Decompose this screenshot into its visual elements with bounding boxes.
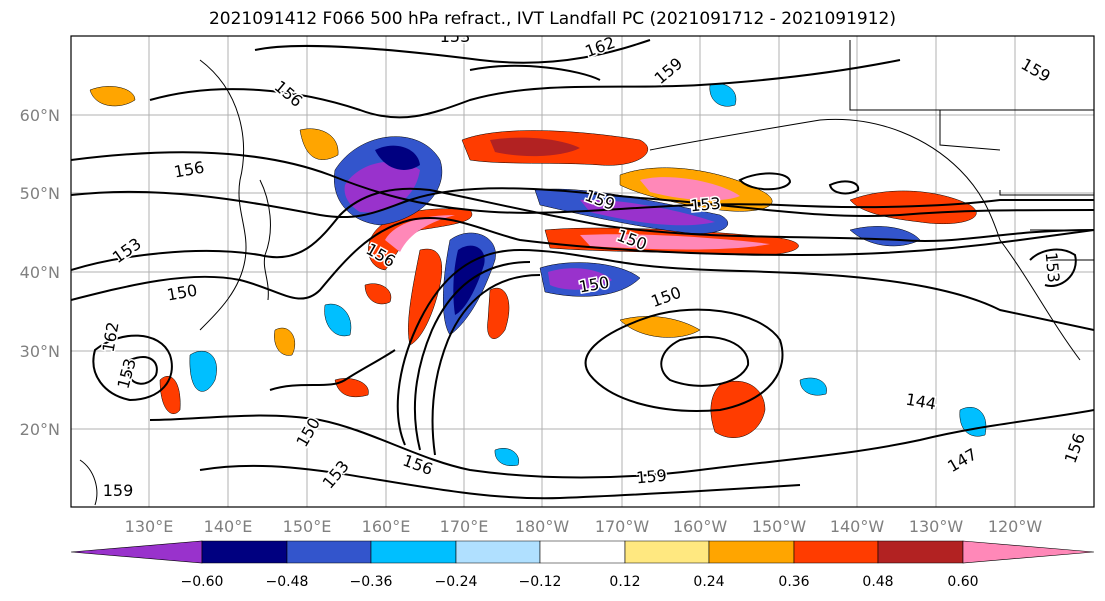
colorbar-cell <box>877 540 964 564</box>
colorbar-cell <box>624 540 710 564</box>
colorbar-cell <box>370 540 457 564</box>
negative-anomaly-core <box>344 161 420 213</box>
lon-label: 140°W <box>830 517 885 536</box>
colorbar: −0.60 −0.48 −0.36 −0.24 −0.12 0.12 0.24 … <box>70 540 1095 590</box>
gridlines <box>71 36 1094 507</box>
contour-label: 153 <box>440 27 471 46</box>
lon-label: 120°W <box>988 517 1043 536</box>
lon-label: 170°W <box>595 517 650 536</box>
colorbar-cells <box>70 540 1095 564</box>
map-frame <box>70 35 1095 508</box>
coastlines <box>79 40 1094 506</box>
negative-anomaly <box>324 303 352 337</box>
positive-anomaly-pink <box>385 215 455 252</box>
lat-label: 40°N <box>20 263 60 282</box>
lon-label: 140°E <box>204 517 253 536</box>
positive-anomaly <box>334 378 369 398</box>
positive-anomaly <box>274 327 296 356</box>
lon-label: 180°W <box>515 517 570 536</box>
colorbar-cell <box>793 540 879 564</box>
colorbar-tick-label: −0.48 <box>266 574 309 590</box>
colorbar-tick-label: 0.24 <box>693 574 724 590</box>
colorbar-tick-label: −0.12 <box>519 574 562 590</box>
colorbar-tick-label: −0.36 <box>350 574 393 590</box>
lon-label: 130°W <box>909 517 964 536</box>
lon-label: 160°W <box>673 517 728 536</box>
colorbar-tick-label: −0.24 <box>435 574 478 590</box>
negative-anomaly <box>494 448 520 466</box>
colorbar-extension-low <box>70 540 203 564</box>
positive-anomaly <box>710 380 766 438</box>
latitude-labels: 60°N 50°N 40°N 30°N 20°N <box>20 106 60 439</box>
positive-anomaly <box>487 288 510 339</box>
positive-anomaly-core <box>490 137 580 157</box>
positive-anomaly <box>89 86 136 107</box>
colorbar-cell <box>708 540 795 564</box>
lat-label: 20°N <box>20 420 60 439</box>
positive-anomaly <box>619 316 701 338</box>
height-contours <box>71 39 1094 500</box>
lat-label: 30°N <box>20 342 60 361</box>
positive-anomaly-pink <box>640 177 740 201</box>
lon-label: 170°E <box>440 517 489 536</box>
lon-label: 150°W <box>752 517 807 536</box>
negative-anomaly-dark <box>375 145 420 170</box>
colorbar-tick-label: 0.36 <box>778 574 809 590</box>
colorbar-tick-label: 0.48 <box>862 574 893 590</box>
negative-anomaly-core <box>580 199 715 226</box>
contour-label: 153 <box>1042 251 1064 283</box>
contour-label: 159 <box>635 466 667 488</box>
positive-anomaly <box>364 283 392 305</box>
negative-anomaly-core <box>548 268 612 290</box>
colorbar-tick-label: 0.12 <box>609 574 640 590</box>
colorbar-cell <box>201 540 288 564</box>
positive-anomaly <box>299 128 339 160</box>
colorbar-tick-labels: −0.60 −0.48 −0.36 −0.24 −0.12 0.12 0.24 … <box>181 574 979 590</box>
contour-label: 153 <box>689 194 721 216</box>
lon-label: 150°E <box>283 517 332 536</box>
lon-label: 130°E <box>125 517 174 536</box>
map-title: 2021091412 F066 500 hPa refract., IVT La… <box>208 9 896 29</box>
colorbar-tick-label: 0.60 <box>947 574 978 590</box>
colorbar-extension-high <box>962 540 1095 564</box>
positive-anomaly <box>408 248 443 346</box>
lat-label: 50°N <box>20 184 60 203</box>
negative-anomaly <box>189 350 217 392</box>
colorbar-cell <box>455 540 541 564</box>
negative-anomaly <box>799 377 827 396</box>
contour-label: 159 <box>103 481 134 500</box>
colorbar-tick-label: −0.60 <box>181 574 224 590</box>
colorbar-cell <box>539 540 626 564</box>
longitude-labels: 130°E 140°E 150°E 160°E 170°E 180°W 170°… <box>125 517 1043 536</box>
colorbar-cell <box>286 540 372 564</box>
lat-label: 60°N <box>20 106 60 125</box>
lon-label: 160°E <box>362 517 411 536</box>
positive-anomaly-pink <box>580 234 770 250</box>
